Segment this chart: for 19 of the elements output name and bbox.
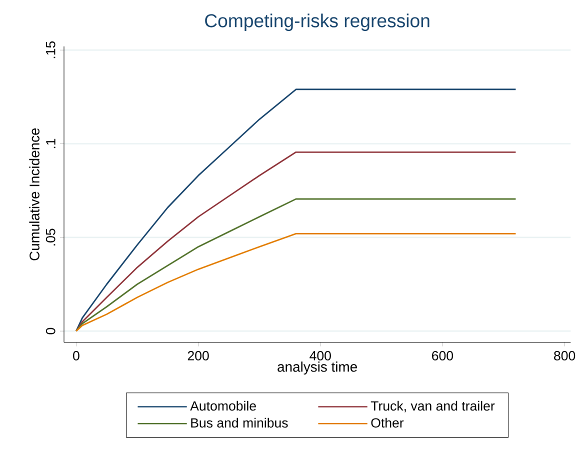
x-tick-label: 400 [310,351,331,360]
chart-title: Competing-risks regression [205,14,430,31]
legend-label: Truck, van and trailer [370,400,495,412]
y-tick-label: 0 [46,328,56,334]
x-axis-title: analysis time [278,362,357,375]
line-series [75,151,516,332]
x-tick-label: 800 [554,351,576,360]
y-tick-label: .05 [46,228,56,246]
y-tick-label: .1 [46,138,56,148]
y-tick-label: .15 [46,41,56,58]
legend-label: Other [371,418,404,428]
legend-label: Bus and minibus [191,418,288,428]
line-series [75,198,516,332]
line-series [75,88,516,332]
x-tick-label: 600 [432,351,454,360]
legend-label: Automobile [190,400,256,411]
x-tick-label: 0 [73,351,80,360]
y-axis-title: Cumulative Incidence [29,128,40,260]
x-tick-label: 200 [188,351,209,360]
